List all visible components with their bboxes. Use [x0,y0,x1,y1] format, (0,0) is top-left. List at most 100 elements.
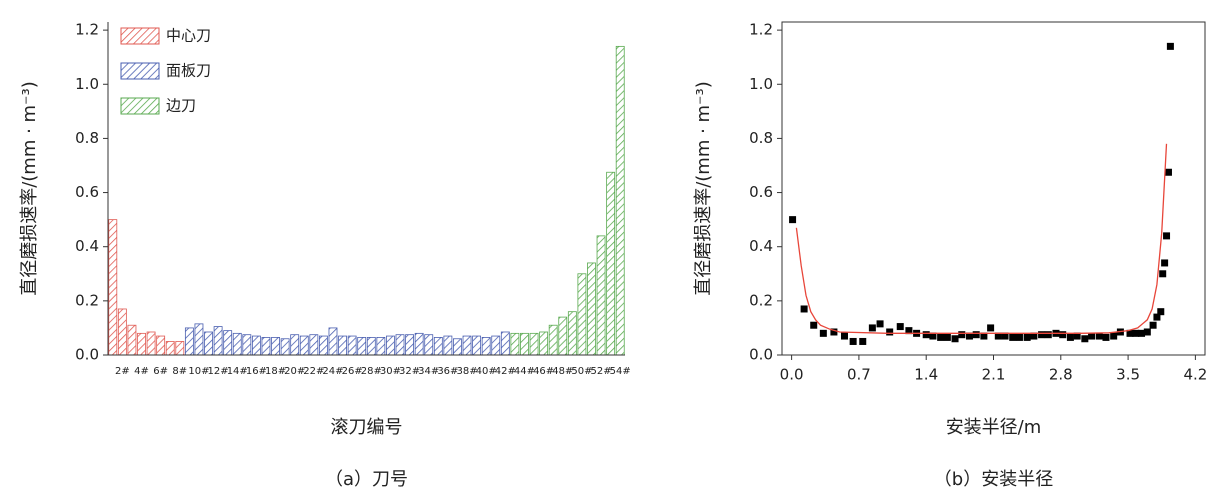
legend-label: 边刀 [166,97,196,115]
bar [510,332,520,356]
y-tick-label: 0.2 [75,291,99,309]
point [951,335,959,343]
point [789,216,797,224]
bar [424,334,434,356]
point [868,324,876,332]
point [886,328,894,336]
bar [405,334,415,356]
y-tick-label: 1.0 [75,75,99,93]
x-tick-label: 50# [571,366,592,377]
legend-swatch [120,62,160,80]
point [1030,332,1038,340]
y-axis-title: 直径磨损速率/(mm · m⁻³) [19,81,40,296]
point [1138,329,1146,337]
point [1110,332,1118,340]
legend-label: 面板刀 [166,62,211,80]
x-tick-label: 48# [552,366,573,377]
x-tick-label: 14# [227,366,248,377]
point [987,324,995,332]
point [1001,332,1009,340]
bar [577,273,587,356]
x-tick-label: 40# [476,366,497,377]
point [1059,331,1067,339]
legend-swatch [120,27,160,45]
bar [280,338,290,356]
point [994,332,1002,340]
x-tick-label: 3.5 [1116,366,1140,384]
point [1166,42,1174,50]
bar [395,334,405,356]
y-tick-label: 0.4 [75,237,99,255]
bar [146,331,156,356]
bar [433,337,443,356]
bar [529,332,539,356]
bar [271,337,280,356]
bar [117,308,127,356]
point [1009,333,1017,341]
caption: （b）安装半径 [934,469,1053,490]
bar [386,335,395,356]
caption: （a）刀号 [325,469,408,490]
x-tick-label: 32# [399,366,420,377]
x-axis-title: 滚刀编号 [331,417,403,438]
x-tick-label: 30# [380,366,401,377]
point [1159,270,1167,278]
bar [338,335,347,356]
point [1095,332,1103,340]
x-axis-title: 安装半径/m [946,417,1042,438]
bar [204,331,213,356]
x-tick-label: 2.1 [982,366,1006,384]
point [876,320,884,328]
y-tick-label: 0.8 [75,129,99,147]
point [1153,313,1161,321]
point [943,333,951,341]
bar [414,332,424,356]
point [1163,232,1171,240]
point [1015,333,1023,341]
point [830,328,838,336]
x-tick-label: 8# [172,366,187,377]
point [896,323,904,331]
x-tick-label: 4.2 [1183,366,1207,384]
x-tick-label: 22# [303,366,324,377]
point [1066,333,1074,341]
bar [213,326,223,356]
y-axis-title: 直径磨损速率/(mm · m⁻³) [693,81,714,296]
x-tick-label: 42# [495,366,516,377]
bar [328,327,338,356]
x-tick-label: 20# [284,366,305,377]
bar [318,335,328,356]
bar [567,311,577,356]
point [1081,335,1089,343]
point [905,327,913,335]
x-tick-label: 52# [591,366,612,377]
point [849,337,857,345]
bar [587,262,596,356]
bar [299,335,309,356]
point [929,332,937,340]
point [1073,332,1081,340]
x-tick-label: 54# [610,366,631,377]
y-tick-label: 0.4 [749,237,773,255]
point [1044,331,1052,339]
x-tick-label: 16# [246,366,267,377]
bar [156,335,166,356]
y-tick-label: 0.0 [75,346,99,364]
point [1023,333,1031,341]
bar [232,332,242,356]
y-tick-label: 1.2 [75,21,99,39]
bar [596,235,606,356]
point [800,305,808,313]
point [840,332,848,340]
point [1126,329,1134,337]
bar [242,334,252,356]
bar [520,332,529,356]
point [1161,259,1169,267]
x-tick-label: 26# [342,366,363,377]
x-tick-label: 0.0 [780,366,804,384]
bar [615,45,625,356]
y-tick-label: 0.6 [749,183,773,201]
x-tick-label: 6# [153,366,168,377]
bar [261,337,271,356]
